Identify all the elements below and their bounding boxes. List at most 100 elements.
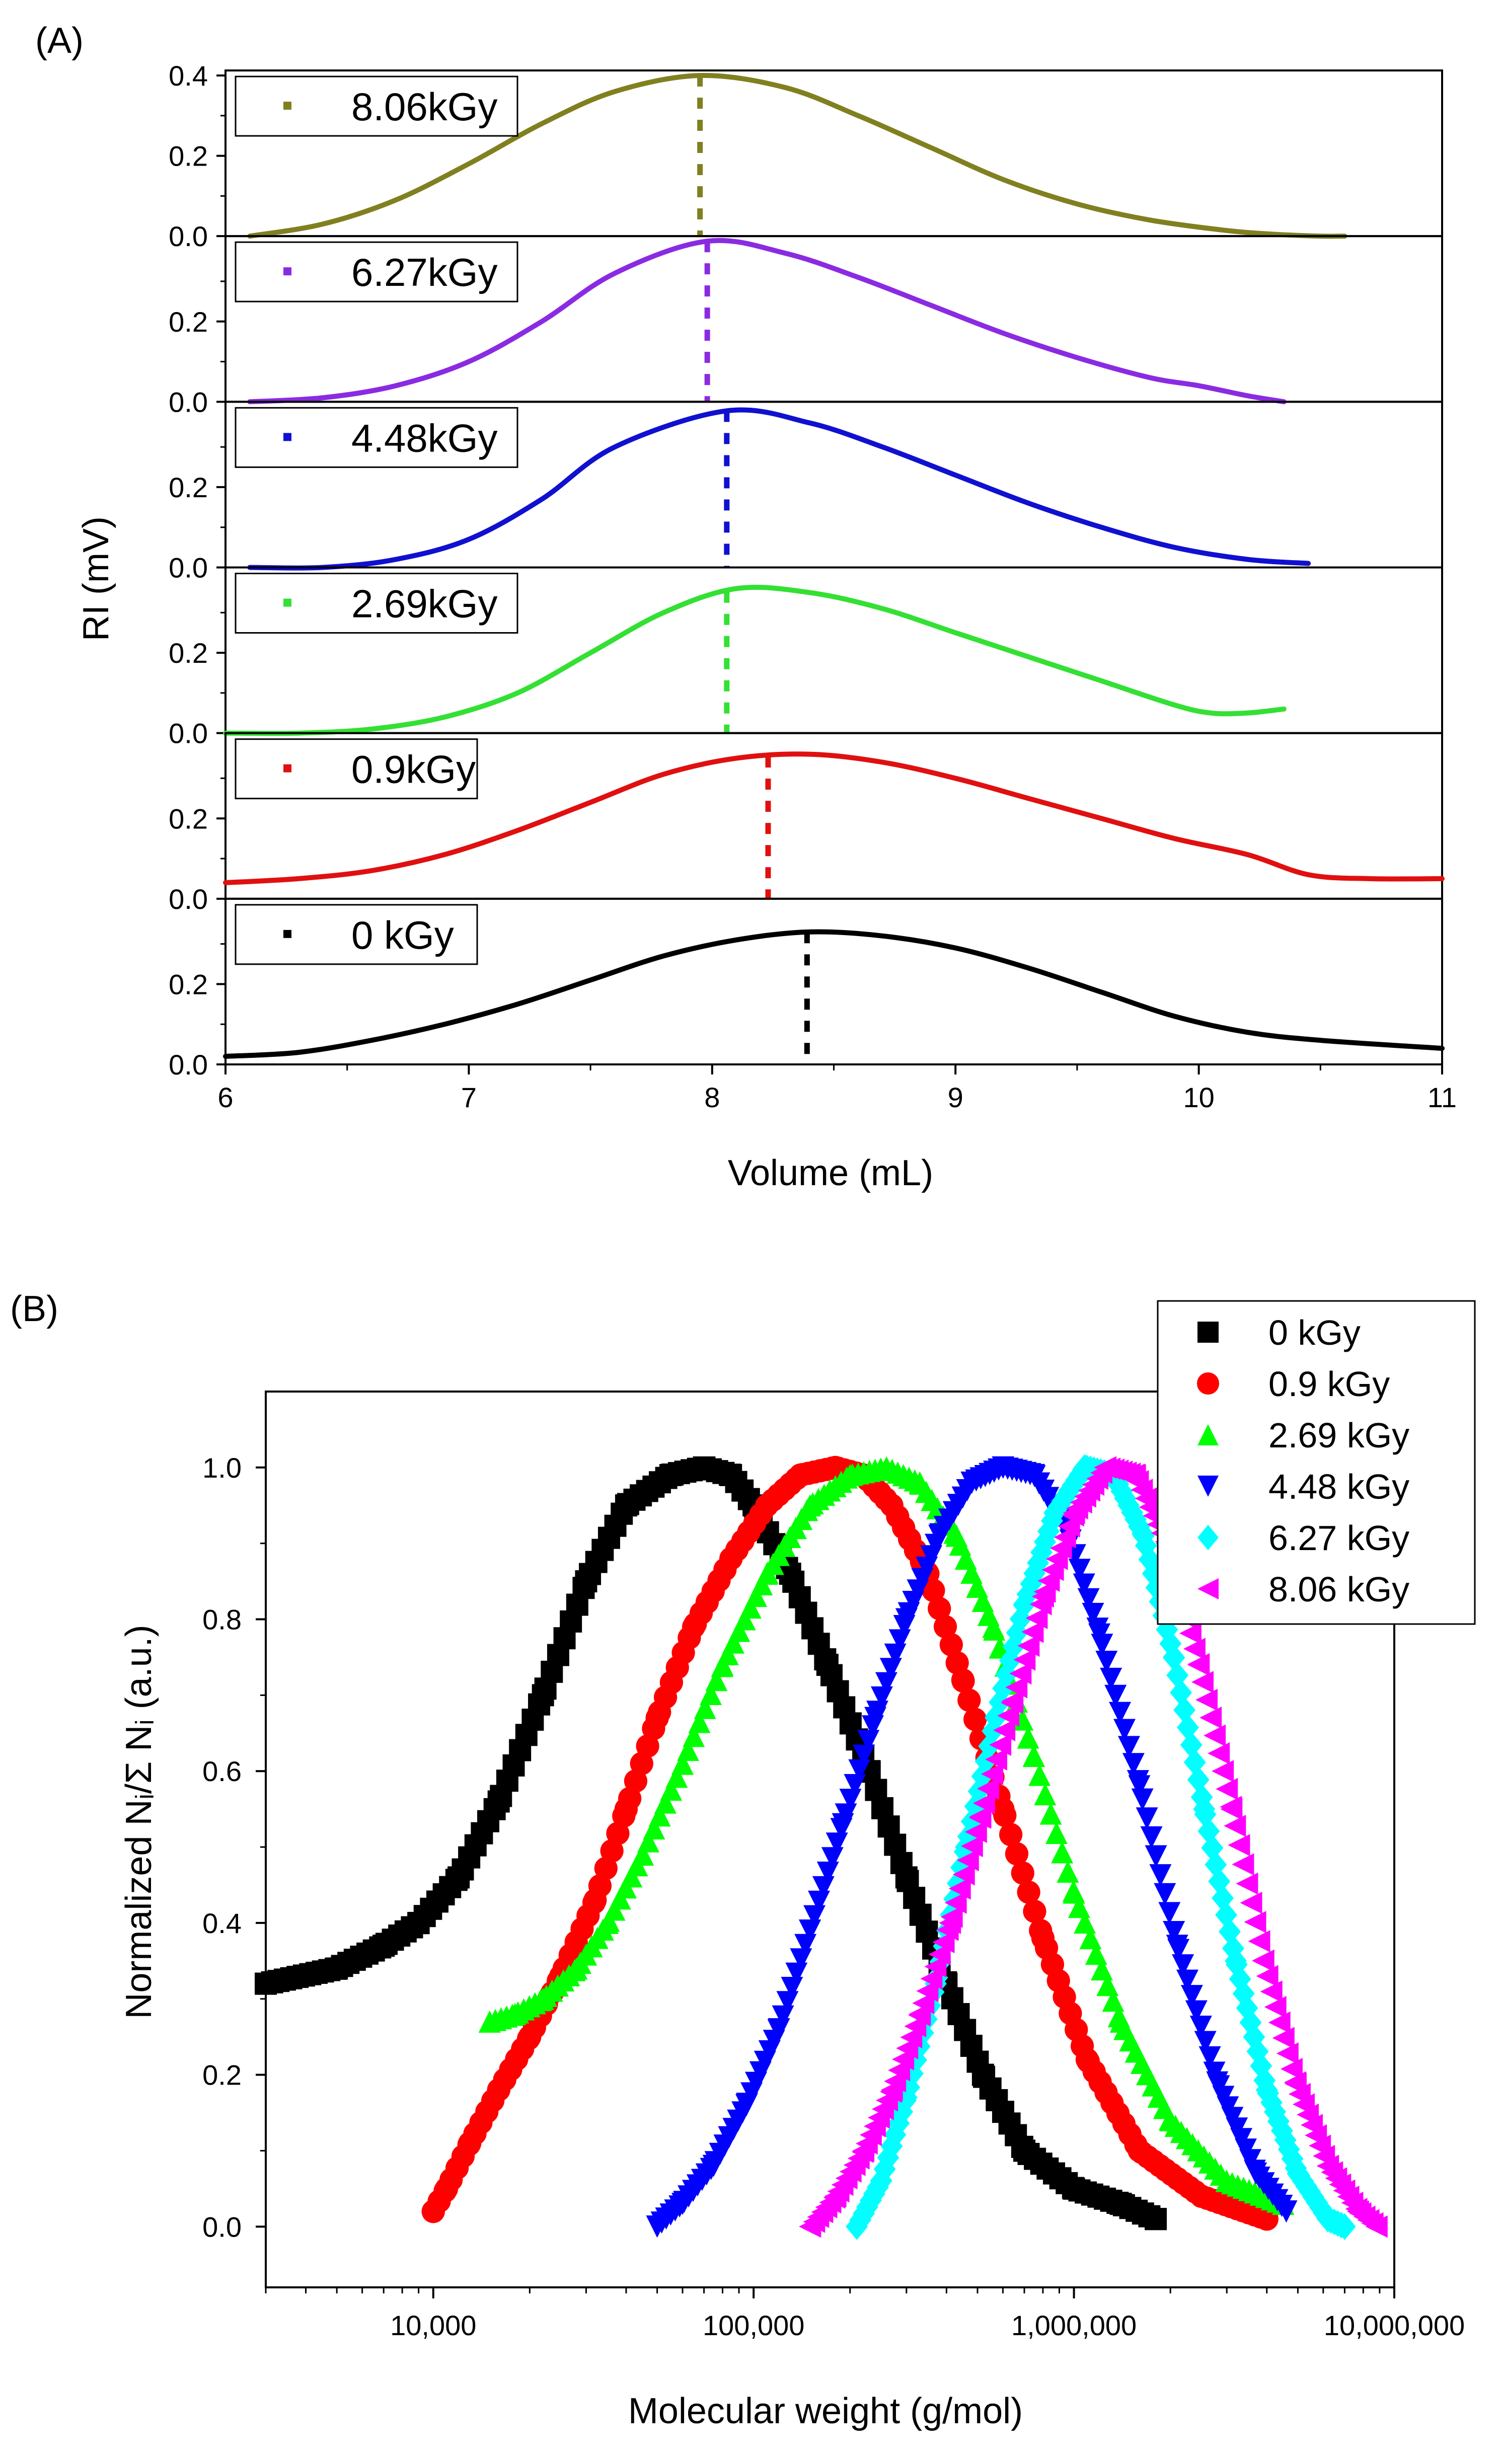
point-8-06-kgy [985,1748,1007,1770]
point-8-06-kgy [977,1778,999,1800]
point-2-69-kgy [694,1697,716,1719]
point-2-69-kgy [728,1620,750,1642]
point-0-9-kgy [1023,1899,1046,1923]
data-point-8-06-kgy [1001,1691,1023,1714]
data-point-4-48-kgy [992,1456,1014,1479]
data-point-2-69-kgy [532,1987,554,2010]
point-2-69-kgy [648,1804,671,1827]
point-2-69-kgy [643,1817,665,1839]
y-tick-label: 0.0 [169,386,208,418]
data-point-2-69-kgy [1216,2170,1238,2192]
data-point-0-kgy [693,1456,715,1479]
point-8-06-kgy [1236,1872,1258,1895]
data-point-0-kgy [326,1957,348,1980]
y-tick-label: 0.2 [169,803,208,834]
legend-label: 0.9kGy [351,747,476,792]
data-point-0-9-kgy [583,1888,607,1912]
y-tick-label: 0.2 [169,140,208,172]
point-8-06-kgy [1228,1834,1250,1857]
data-point-4-48-kgy [735,2094,758,2116]
data-point-2-69-kgy [799,1494,821,1517]
data-point-4-48-kgy [1275,2200,1298,2223]
data-point-0-9-kgy [421,2200,445,2223]
data-point-4-48-kgy [646,2215,668,2238]
point-6-27-kgy [999,1647,1021,1674]
panel-a-plot: 0.0 0.2 0.4 8.06kGy 0.0 0.2 6.27kGy 0.0 0.2 4.48k… [169,60,1457,1113]
x-tick-label: 11 [1428,1082,1457,1113]
legend-marker [283,598,291,607]
legend-marker-8-06-kgy [1197,1578,1219,1599]
data-point-8-06-kgy [1316,2154,1339,2177]
legend-marker-6-27-kgy [1197,1524,1219,1551]
point-6-27-kgy [1219,1918,1241,1945]
legend-box [235,573,518,634]
point-8-06-kgy [1191,1671,1214,1693]
data-point-4-48-kgy [702,2154,725,2177]
data-point-0-kgy [615,1494,637,1517]
point-6-27-kgy [1166,1662,1189,1689]
data-point-6-27-kgy [985,1705,1007,1731]
series-0-kgy [255,1456,1167,2230]
data-point-6-27-kgy [1287,2160,1309,2187]
data-point-0-9-kgy [1128,2139,1151,2163]
y-tick-label: 0.8 [202,1604,242,1636]
data-point-6-27-kgy [846,2213,868,2240]
point-2-69-kgy [1057,1861,1079,1883]
series-8-06-kgy [799,1456,1388,2238]
point-8-06-kgy [924,1955,947,1978]
subplot-8-06kgy: 0.0 0.2 0.4 8.06kGy [169,60,1443,252]
point-8-06-kgy [1224,1815,1246,1837]
data-point-0-kgy [255,1972,277,1995]
legend-label: 2.69kGy [351,582,497,626]
point-6-27-kgy [1009,1605,1032,1633]
data-point-2-69-kgy [945,1524,968,1547]
point-4-48-kgy [1158,1902,1181,1924]
point-2-69-kgy [705,1669,728,1691]
point-0-9-kgy [630,1752,653,1776]
panel-a-label: (A) [35,21,84,61]
data-point-8-06-kgy [1094,1456,1116,1479]
data-point-2-69-kgy [982,1615,1005,1638]
point-8-06-kgy [928,1943,951,1966]
point-6-27-kgy [880,2133,903,2160]
y-tick-label: 0.0 [169,552,208,584]
legend-label: 2.69 kGy [1268,1416,1409,1455]
data-point-0-kgy [971,2063,994,2086]
point-4-48-kgy [1198,2046,1221,2068]
point-0-9-kgy [963,1708,987,1731]
point-4-48-kgy [1131,1788,1154,1811]
point-2-69-kgy [1045,1822,1068,1844]
curve-4-48kgy [247,407,1311,571]
data-point-6-27-kgy [1073,1454,1096,1481]
point-4-48-kgy [1145,1845,1167,1868]
point-0-9-kgy [624,1769,648,1793]
data-point-0-kgy [447,1866,470,1889]
point-4-48-kgy [1149,1864,1172,1887]
x-tick-label: 1,000,000 [1011,2309,1137,2341]
data-point-4-48-kgy [895,1608,918,1631]
legend-marker-0-9-kgy [1196,1372,1220,1395]
data-point-0-9-kgy [1189,2184,1213,2208]
panel-b-plot: 0.0 0.2 0.4 0.6 0.8 1.0 10,000 100,000 1,000,000… [202,1300,1476,2341]
data-point-4-48-kgy [960,1472,983,1494]
panel-b-xlabel: Molecular weight (g/mol) [628,2391,1023,2431]
data-point-0-9-kgy [1031,1927,1055,1950]
y-tick-label: 0.0 [169,718,208,749]
y-tick-label: 0.2 [169,306,208,338]
curve-2-69kgy [223,584,1287,736]
point-8-06-kgy [1021,1621,1044,1643]
legend-label: 0 kGy [1268,1313,1361,1352]
data-point-0-kgy [532,1684,554,1707]
point-0-9-kgy [928,1597,951,1621]
data-point-0-9-kgy [458,2131,482,2155]
point-6-27-kgy [1176,1714,1199,1741]
point-4-48-kgy [1189,2016,1212,2038]
data-point-4-48-kgy [671,2193,694,2215]
data-point-0-kgy [1145,2208,1167,2230]
point-4-48-kgy [1185,2000,1208,2023]
data-point-8-06-kgy [1031,1585,1054,1608]
data-point-2-69-kgy [565,1957,588,1980]
point-0-9-kgy [606,1821,630,1845]
point-4-48-kgy [1073,1573,1095,1596]
point-4-48-kgy [1136,1807,1158,1830]
